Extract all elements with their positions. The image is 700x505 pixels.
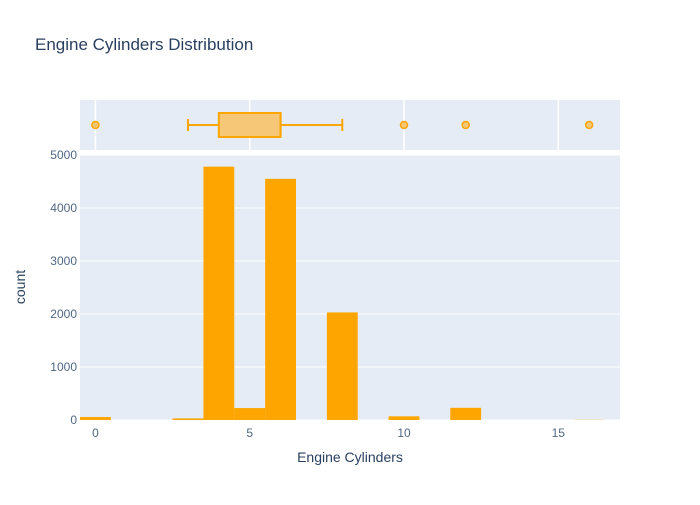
x-tick-label-2: 10: [397, 426, 411, 440]
histogram-bar-4: [203, 167, 234, 420]
chart-title: Engine Cylinders Distribution: [35, 35, 253, 54]
histogram-bar-12: [450, 408, 481, 420]
histogram-bar-10: [389, 416, 420, 420]
y-tick-label-5: 5000: [50, 148, 77, 162]
y-tick-label-1: 1000: [50, 360, 77, 374]
x-tick-label-0: 0: [92, 426, 99, 440]
box-plot-panel: [80, 100, 620, 150]
y-tick-label-3: 3000: [50, 254, 77, 268]
histogram-bar-0: [80, 417, 111, 420]
histogram-bar-6: [265, 179, 296, 420]
x-tick-label-3: 15: [552, 426, 566, 440]
histogram-bar-5: [234, 408, 265, 420]
x-tick-label-1: 5: [246, 426, 253, 440]
x-axis-label: Engine Cylinders: [297, 449, 403, 465]
box-outlier-12: [462, 122, 469, 129]
box-outlier-0: [92, 122, 99, 129]
box-iqr: [219, 113, 281, 137]
y-tick-label-2: 2000: [50, 307, 77, 321]
histogram-bar-3: [173, 418, 204, 420]
y-axis-label: count: [12, 270, 28, 304]
y-tick-label-4: 4000: [50, 201, 77, 215]
box-outlier-16: [586, 122, 593, 129]
y-tick-label-0: 0: [70, 413, 77, 427]
histogram-bar-8: [327, 312, 358, 420]
box-outlier-10: [401, 122, 408, 129]
